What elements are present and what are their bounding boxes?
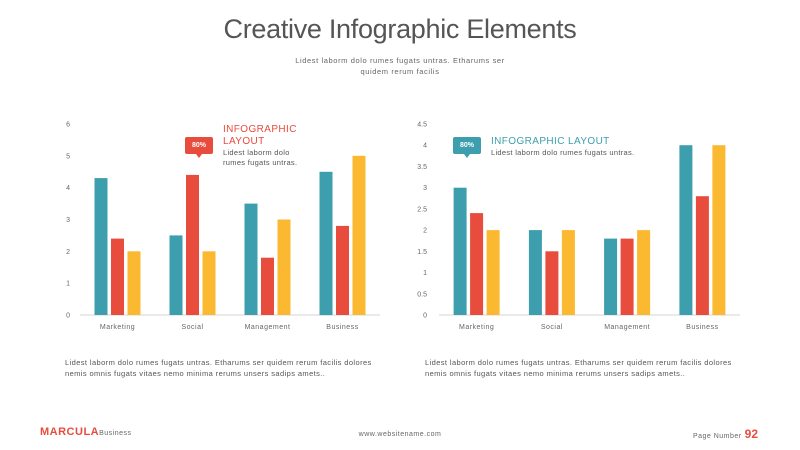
paragraph-right: Lidest laborm dolo rumes fugats untras. … xyxy=(425,358,732,378)
right-bar-management-s1 xyxy=(604,238,618,315)
right-y-tick-label: 3 xyxy=(423,185,427,192)
right-y-tick-label: 2 xyxy=(423,228,427,235)
right-bar-management-s3 xyxy=(637,230,651,315)
left-bar-marketing-s2 xyxy=(111,238,124,315)
left-bar-management-s2 xyxy=(261,257,274,315)
left-y-tick-label: 6 xyxy=(66,122,70,129)
right-bar-management-s2 xyxy=(620,238,634,315)
percent-badge-right: 80% xyxy=(453,137,481,158)
footer-website[interactable]: www.websitename.com xyxy=(358,431,442,438)
right-x-tick-label: Business xyxy=(686,324,718,331)
chart-right-svg: 0 0.5 1 1.5 2 2.5 3 3.5 4 4.5 Marketing Social Manag… xyxy=(417,122,740,331)
right-bar-social-s3 xyxy=(561,230,575,315)
left-y-tick-label: 1 xyxy=(66,281,70,288)
right-bar-business-s1 xyxy=(679,145,693,315)
left-bar-social-s3 xyxy=(202,251,216,315)
left-y-tick-label: 2 xyxy=(66,249,70,256)
info-title-right: INFOGRAPHIC LAYOUT xyxy=(491,136,610,147)
left-bar-business-s1 xyxy=(319,171,333,316)
brand-sub: Business xyxy=(99,430,132,437)
right-bar-social-s1 xyxy=(528,230,542,315)
right-y-tick-label: 3.5 xyxy=(417,164,427,171)
footer-page: Page Number 92 xyxy=(693,427,758,441)
right-bar-business-s2 xyxy=(695,196,709,315)
right-bar-marketing-s1 xyxy=(453,187,467,315)
info-text-left: Lidest laborm dolo rumes fugats untras. xyxy=(223,148,298,167)
page-label: Page Number xyxy=(692,433,742,440)
left-x-tick-label: Management xyxy=(245,324,291,331)
right-x-tick-label: Management xyxy=(604,324,650,331)
info-text-right: Lidest laborm dolo rumes fugats untras. xyxy=(491,148,635,157)
left-bar-marketing-s1 xyxy=(94,178,108,315)
left-y-tick-label: 4 xyxy=(66,185,70,192)
right-bar-business-s3 xyxy=(712,145,726,315)
right-y-tick-label: 2.5 xyxy=(417,206,427,213)
left-bar-social-s1 xyxy=(169,235,183,315)
left-y-tick-label: 5 xyxy=(66,153,70,160)
chart-left-svg: 0 1 2 3 4 5 6 Marketing Social Management Business xyxy=(66,122,380,331)
right-x-tick-label: Marketing xyxy=(459,324,494,331)
left-bar-management-s3 xyxy=(277,219,291,315)
left-bar-management-s1 xyxy=(244,203,258,315)
right-bar-social-s2 xyxy=(545,251,559,315)
left-bar-marketing-s3 xyxy=(127,251,141,315)
left-x-tick-label: Business xyxy=(326,324,358,331)
right-y-tick-label: 0.5 xyxy=(417,291,427,298)
right-bar-marketing-s2 xyxy=(470,213,484,315)
left-bar-social-s2 xyxy=(186,174,199,315)
right-x-tick-label: Social xyxy=(541,324,563,331)
percent-badge-left: 80% xyxy=(185,137,213,158)
chart-right: 0 0.5 1 1.5 2 2.5 3 3.5 4 4.5 Marketing Social Manag… xyxy=(412,112,752,337)
right-y-tick-label: 1.5 xyxy=(417,249,427,256)
right-y-tick-label: 4 xyxy=(423,143,427,150)
left-x-tick-label: Marketing xyxy=(100,324,135,331)
page-subtitle: Lidest laborm dolo rumes fugats untras. … xyxy=(295,56,505,76)
left-bar-business-s3 xyxy=(352,155,366,315)
right-y-tick-label: 4.5 xyxy=(417,122,427,129)
left-y-tick-label: 3 xyxy=(66,217,70,224)
right-y-tick-label: 1 xyxy=(423,270,427,277)
left-bar-business-s2 xyxy=(336,225,349,315)
right-bar-marketing-s3 xyxy=(486,230,500,315)
paragraph-left: Lidest laborm dolo rumes fugats untras. … xyxy=(65,358,372,378)
info-title-left: INFOGRAPHIC LAYOUT xyxy=(223,124,297,147)
chart-left: 0 1 2 3 4 5 6 Marketing Social Management Business… xyxy=(55,112,395,337)
left-y-tick-label: 0 xyxy=(66,313,70,320)
page-title: Creative Infographic Elements xyxy=(223,14,577,44)
page-number: 92 xyxy=(744,427,758,441)
brand-name: MARCULA xyxy=(40,426,100,438)
left-x-tick-label: Social xyxy=(181,324,203,331)
footer-brand: MARCULABusiness xyxy=(40,426,132,438)
right-y-tick-label: 0 xyxy=(423,313,427,320)
